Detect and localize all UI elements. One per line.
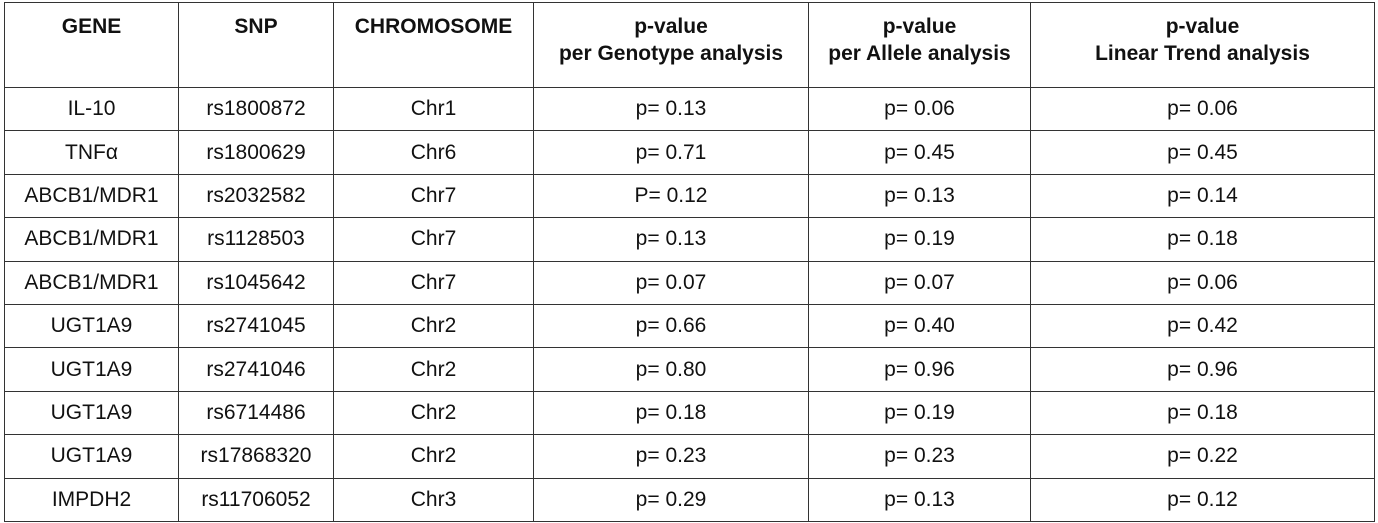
table-cell: Chr2 — [333, 347, 534, 392]
header-line: Linear Trend analysis — [1095, 42, 1310, 65]
table-cell: IMPDH2 — [4, 477, 179, 522]
table-cell: p= 0.80 — [533, 347, 809, 392]
header-cell: p-value per Genotype analysis — [533, 2, 809, 88]
header-row: GENE SNP CHROMOSOME p-value per Genotype ana… — [4, 2, 1375, 88]
table-cell: p= 0.12 — [1030, 477, 1375, 522]
table-row: UGT1A9 rs17868320 Chr2 p= 0.23 p= 0.23 p= 0.2… — [4, 434, 1375, 479]
table-row: ABCB1/MDR1 rs2032582 Chr7 P= 0.12 p= 0.13 p= … — [4, 173, 1375, 219]
table-cell: p= 0.18 — [1030, 217, 1375, 262]
table-cell: rs17868320 — [178, 434, 334, 479]
table-cell: p= 0.45 — [1030, 130, 1375, 175]
table-cell: ABCB1/MDR1 — [4, 217, 179, 262]
table-cell: rs2741045 — [178, 303, 334, 349]
table-cell: p= 0.45 — [808, 130, 1031, 175]
table-cell: Chr3 — [333, 477, 534, 522]
table-cell: p= 0.71 — [533, 130, 809, 175]
header-line: p-value — [634, 15, 708, 38]
table-row: IMPDH2 rs11706052 Chr3 p= 0.29 p= 0.13 p= 0.1… — [4, 477, 1375, 522]
table-cell: p= 0.18 — [533, 390, 809, 436]
table-cell: p= 0.40 — [808, 303, 1031, 349]
header-cell: p-value per Allele analysis — [808, 2, 1031, 88]
table-cell: UGT1A9 — [4, 434, 179, 479]
header-cell: SNP — [178, 2, 334, 88]
table-cell: p= 0.96 — [1030, 347, 1375, 392]
table-row: ABCB1/MDR1 rs1128503 Chr7 p= 0.13 p= 0.19 p= … — [4, 217, 1375, 262]
table-cell: Chr1 — [333, 86, 534, 132]
table-cell: ABCB1/MDR1 — [4, 260, 179, 305]
table-cell: Chr7 — [333, 217, 534, 262]
header-line: SNP — [234, 15, 278, 38]
table-cell: p= 0.07 — [533, 260, 809, 305]
table-row: UGT1A9 rs2741046 Chr2 p= 0.80 p= 0.96 p= 0.96 — [4, 347, 1375, 392]
table-cell: rs6714486 — [178, 390, 334, 436]
table-cell: Chr7 — [333, 260, 534, 305]
table-row: IL-10 rs1800872 Chr1 p= 0.13 p= 0.06 p= 0.06 — [4, 86, 1375, 132]
table-cell: Chr2 — [333, 303, 534, 349]
table-cell: Chr2 — [333, 390, 534, 436]
header-line: GENE — [61, 15, 122, 38]
table-cell: rs2032582 — [178, 173, 334, 219]
table-cell: p= 0.96 — [808, 347, 1031, 392]
table-cell: UGT1A9 — [4, 347, 179, 392]
results-table: GENE SNP CHROMOSOME p-value per Genotype ana… — [4, 2, 1375, 522]
table-cell: p= 0.18 — [1030, 390, 1375, 436]
header-cell: CHROMOSOME — [333, 2, 534, 88]
table-cell: rs1128503 — [178, 217, 334, 262]
table-row: UGT1A9 rs2741045 Chr2 p= 0.66 p= 0.40 p= 0.42 — [4, 303, 1375, 349]
table-cell: Chr7 — [333, 173, 534, 219]
table-cell: rs1800629 — [178, 130, 334, 175]
table-cell: rs2741046 — [178, 347, 334, 392]
table-cell: p= 0.23 — [533, 434, 809, 479]
table-cell: ABCB1/MDR1 — [4, 173, 179, 219]
header-cell: p-value Linear Trend analysis — [1030, 2, 1375, 88]
header-cell: GENE — [4, 2, 179, 88]
table-cell: p= 0.07 — [808, 260, 1031, 305]
table-cell: rs1800872 — [178, 86, 334, 132]
table-cell: p= 0.42 — [1030, 303, 1375, 349]
table-row: ABCB1/MDR1 rs1045642 Chr7 p= 0.07 p= 0.07 p= … — [4, 260, 1375, 305]
table-cell: p= 0.13 — [533, 86, 809, 132]
table-cell: p= 0.19 — [808, 390, 1031, 436]
table-cell: p= 0.23 — [808, 434, 1031, 479]
table-cell: p= 0.06 — [808, 86, 1031, 132]
table-cell: UGT1A9 — [4, 303, 179, 349]
table-cell: UGT1A9 — [4, 390, 179, 436]
table-cell: p= 0.06 — [1030, 260, 1375, 305]
table-body: IL-10 rs1800872 Chr1 p= 0.13 p= 0.06 p= 0.06 T… — [4, 86, 1375, 522]
table-cell: p= 0.29 — [533, 477, 809, 522]
table-cell: p= 0.13 — [808, 477, 1031, 522]
header-line: p-value — [882, 15, 957, 38]
table-cell: p= 0.66 — [533, 303, 809, 349]
table-cell: TNFα — [4, 130, 179, 175]
header-line: per Genotype analysis — [558, 42, 784, 65]
header-line: p-value — [1165, 15, 1240, 38]
table-row: TNFα rs1800629 Chr6 p= 0.71 p= 0.45 p= 0.45 — [4, 130, 1375, 175]
table-cell: p= 0.22 — [1030, 434, 1375, 479]
table-cell: Chr2 — [333, 434, 534, 479]
table-cell: p= 0.13 — [533, 217, 809, 262]
table-cell: p= 0.06 — [1030, 86, 1375, 132]
table-row: UGT1A9 rs6714486 Chr2 p= 0.18 p= 0.19 p= 0.18 — [4, 390, 1375, 436]
table-cell: Chr6 — [333, 130, 534, 175]
table-cell: IL-10 — [4, 86, 179, 132]
table-cell: p= 0.19 — [808, 217, 1031, 262]
header-line: CHROMOSOME — [354, 15, 513, 38]
table-cell: p= 0.13 — [808, 173, 1031, 219]
header-line: per Allele analysis — [828, 42, 1011, 65]
table-cell: rs11706052 — [178, 477, 334, 522]
table-cell: P= 0.12 — [533, 173, 809, 219]
table-cell: p= 0.14 — [1030, 173, 1375, 219]
table-cell: rs1045642 — [178, 260, 334, 305]
